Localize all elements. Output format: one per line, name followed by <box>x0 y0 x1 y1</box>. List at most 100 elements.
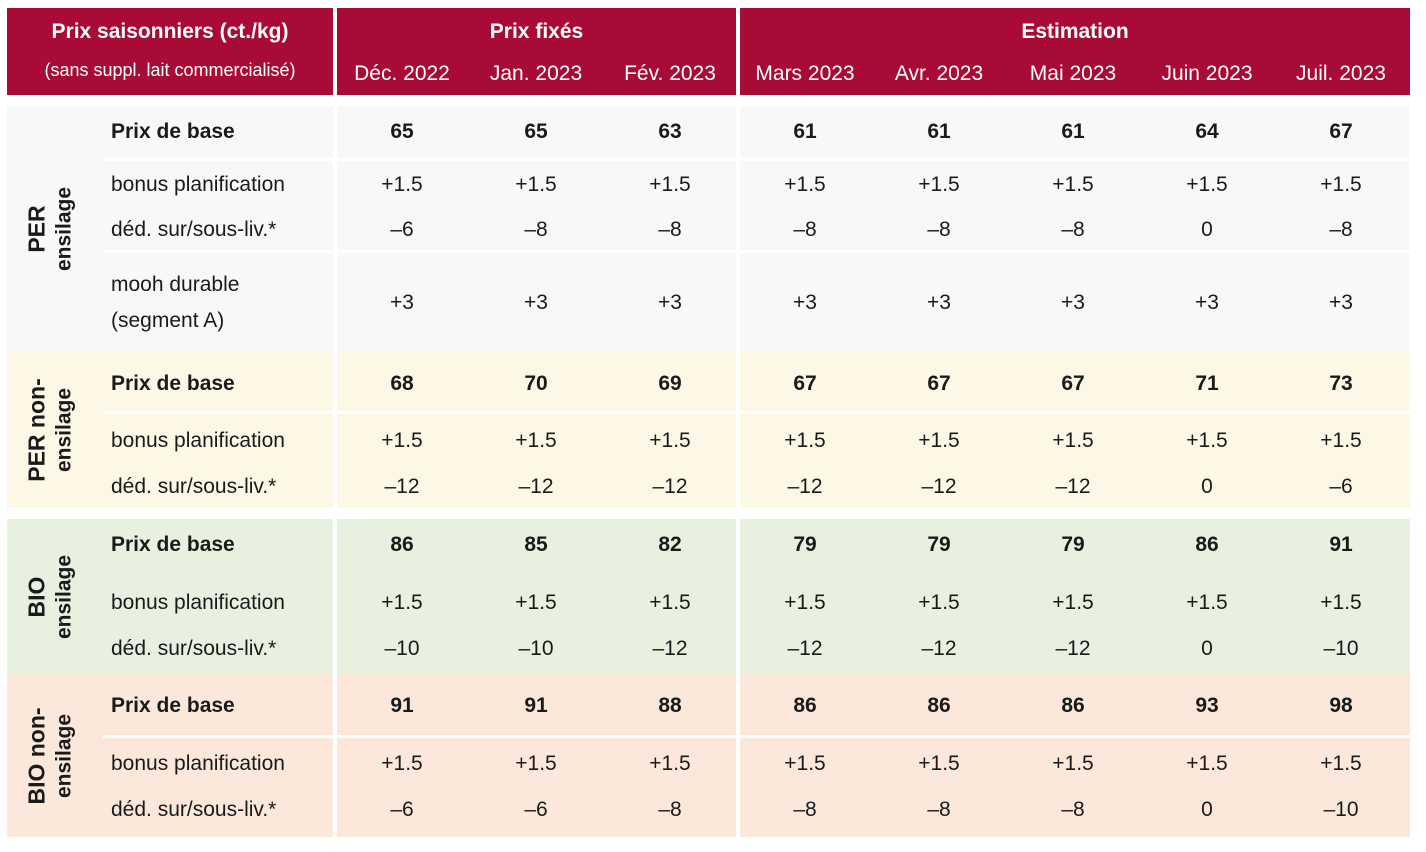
table-cell: –8 <box>1061 218 1085 241</box>
table-cell: +3 <box>1329 291 1353 314</box>
table-cell: +1.5 <box>1186 173 1228 196</box>
table-cell: +3 <box>927 291 951 314</box>
table-cell: 98 <box>1329 694 1353 717</box>
row-label: Prix de base <box>111 372 235 395</box>
month-header: Jan. 2023 <box>489 62 583 85</box>
header-title-cell: Prix saisonniers (ct./kg) (sans suppl. l… <box>7 8 333 95</box>
table-cell: –6 <box>1329 475 1353 498</box>
table-cell: +1.5 <box>515 752 557 775</box>
table-cell: –12 <box>652 637 688 660</box>
table-cell: 91 <box>390 694 414 717</box>
table-cell: –12 <box>1055 475 1091 498</box>
table-cell: 91 <box>524 694 548 717</box>
group-label: PER non-ensilage <box>22 351 82 508</box>
month-header: Avr. 2023 <box>894 62 984 85</box>
table-cell: +1.5 <box>515 173 557 196</box>
table-cell: –10 <box>518 637 554 660</box>
table-cell: –8 <box>793 218 817 241</box>
row-label: Prix de base <box>111 694 235 717</box>
column-separator <box>333 95 337 840</box>
table-cell: –12 <box>921 637 957 660</box>
table-cell: 61 <box>793 120 817 143</box>
table-cell: 64 <box>1195 120 1219 143</box>
table-cell: 63 <box>658 120 682 143</box>
group-label-line2: ensilage <box>52 554 75 639</box>
table-cell: –12 <box>921 475 957 498</box>
table-title: Prix saisonniers (ct./kg) <box>51 20 289 43</box>
table-cell: +1.5 <box>918 173 960 196</box>
table-cell: +1.5 <box>381 591 423 614</box>
table-cell: 79 <box>793 533 817 556</box>
month-header: Juin 2023 <box>1161 62 1253 85</box>
table-cell: +3 <box>1195 291 1219 314</box>
table-cell: +3 <box>390 291 414 314</box>
row-label: mooh durable <box>111 273 240 296</box>
table-cell: –12 <box>1055 637 1091 660</box>
group-band <box>7 106 1410 351</box>
table-cell: +1.5 <box>1186 591 1228 614</box>
group-band <box>7 351 1410 508</box>
table-cell: –6 <box>390 798 414 821</box>
table-cell: 85 <box>524 533 548 556</box>
table-cell: +1.5 <box>784 173 826 196</box>
row-label: Prix de base <box>111 120 235 143</box>
table-cell: –8 <box>658 798 682 821</box>
table-cell: 67 <box>793 372 817 395</box>
header-estimate-group: Estimation <box>740 8 1410 95</box>
row-label-line2: (segment A) <box>111 309 225 332</box>
row-label: déd. sur/sous-liv.* <box>111 798 277 821</box>
table-cell: 0 <box>1201 475 1213 498</box>
table-cell: +3 <box>524 291 548 314</box>
table-cell: 61 <box>927 120 951 143</box>
table-cell: +1.5 <box>784 591 826 614</box>
table-cell: +1.5 <box>784 429 826 452</box>
table-cell: +1.5 <box>649 429 691 452</box>
table-cell: +1.5 <box>381 752 423 775</box>
table-cell: 70 <box>524 372 548 395</box>
month-header: Déc. 2022 <box>354 62 450 85</box>
table-cell: +1.5 <box>918 752 960 775</box>
table-cell: +3 <box>1061 291 1085 314</box>
group-label-line2: ensilage <box>52 713 75 798</box>
table-cell: +1.5 <box>918 429 960 452</box>
month-header: Fév. 2023 <box>624 62 716 85</box>
month-header: Mai 2023 <box>1029 62 1117 85</box>
table-cell: –12 <box>787 475 823 498</box>
row-label: déd. sur/sous-liv.* <box>111 475 277 498</box>
table-cell: 65 <box>390 120 414 143</box>
row-label: bonus planification <box>111 591 285 614</box>
group-label-line1: PER non- <box>23 377 49 482</box>
table-cell: 86 <box>1061 694 1085 717</box>
row-label: Prix de base <box>111 533 235 556</box>
table-cell: 0 <box>1201 218 1213 241</box>
table-cell: +1.5 <box>1320 429 1362 452</box>
month-header: Juil. 2023 <box>1296 62 1386 85</box>
table-cell: 67 <box>1061 372 1085 395</box>
table-cell: +1.5 <box>784 752 826 775</box>
table-cell: +3 <box>658 291 682 314</box>
table-cell: +1.5 <box>1186 752 1228 775</box>
table-cell: –8 <box>658 218 682 241</box>
table-cell: 86 <box>390 533 414 556</box>
table-subtitle: (sans suppl. lait commercialisé) <box>44 60 296 80</box>
row-divider <box>103 250 1410 253</box>
table-cell: –8 <box>1061 798 1085 821</box>
table-cell: –8 <box>1329 218 1353 241</box>
table-cell: –8 <box>793 798 817 821</box>
group-label: PER ensilage <box>22 106 82 351</box>
table-cell: –12 <box>518 475 554 498</box>
table-cell: –6 <box>390 218 414 241</box>
table-cell: 0 <box>1201 637 1213 660</box>
table-cell: +1.5 <box>515 591 557 614</box>
table-cell: +1.5 <box>649 173 691 196</box>
table-cell: –12 <box>384 475 420 498</box>
table-cell: –6 <box>524 798 548 821</box>
table-cell: +1.5 <box>649 752 691 775</box>
table-cell: 82 <box>658 533 682 556</box>
group-separator <box>7 508 1410 519</box>
table-cell: –12 <box>652 475 688 498</box>
table-cell: –8 <box>524 218 548 241</box>
table-cell: 67 <box>927 372 951 395</box>
row-divider <box>103 158 1410 161</box>
